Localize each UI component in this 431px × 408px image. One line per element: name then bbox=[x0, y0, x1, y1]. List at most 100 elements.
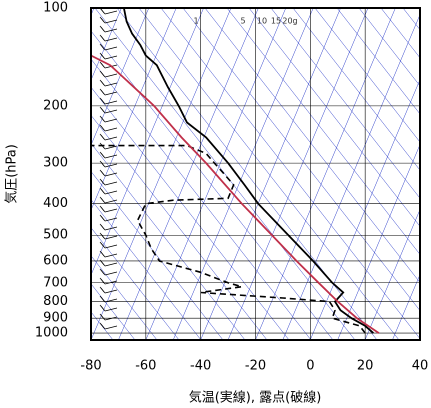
wind-barb bbox=[99, 43, 118, 51]
x-tick-label: 40 bbox=[412, 359, 429, 374]
y-tick-label: 700 bbox=[43, 275, 68, 290]
wind-barb bbox=[99, 268, 118, 276]
wind-barb bbox=[99, 313, 118, 321]
plot-frame bbox=[90, 7, 421, 341]
y-axis-label: 気圧(hPa) bbox=[4, 144, 20, 204]
mixing-ratio-label: 20g bbox=[282, 17, 297, 26]
y-tick-label: 600 bbox=[43, 253, 68, 268]
wind-barb bbox=[99, 25, 118, 33]
isotherm bbox=[91, 8, 204, 276]
wind-barb bbox=[99, 232, 118, 240]
x-tick-label: -60 bbox=[135, 359, 156, 374]
mixing-ratio-label: 15 bbox=[271, 17, 281, 26]
adiabat bbox=[270, 8, 420, 199]
wind-barb bbox=[99, 88, 118, 96]
adiabat bbox=[380, 8, 420, 59]
adiabat bbox=[358, 8, 420, 87]
adiabat bbox=[91, 227, 180, 340]
y-tick-label: 800 bbox=[43, 294, 68, 309]
y-tick-label: 500 bbox=[43, 228, 68, 243]
isotherm bbox=[91, 8, 232, 340]
adiabat bbox=[91, 199, 202, 340]
adiabat bbox=[402, 8, 420, 31]
adiabat bbox=[91, 58, 312, 340]
isotherm bbox=[118, 8, 259, 340]
wind-barb bbox=[99, 259, 118, 267]
isotherm bbox=[91, 8, 122, 81]
wind-barb bbox=[99, 277, 118, 285]
wind-barb bbox=[99, 304, 118, 312]
mixing-ratio-label: 5 bbox=[240, 17, 245, 26]
wind-barb bbox=[99, 16, 118, 24]
wind-barb bbox=[99, 52, 118, 60]
adiabat bbox=[91, 86, 290, 340]
wind-barb bbox=[99, 178, 118, 186]
wind-barb bbox=[99, 97, 118, 105]
y-tick-label: 900 bbox=[43, 311, 68, 326]
wind-barb bbox=[99, 34, 118, 42]
isotherm bbox=[337, 143, 420, 340]
y-tick-label: 400 bbox=[43, 196, 68, 211]
y-tick-label: 200 bbox=[43, 98, 68, 113]
profile-line bbox=[91, 144, 366, 334]
adiabat bbox=[292, 8, 420, 171]
wind-barb bbox=[99, 322, 118, 330]
adiabat bbox=[314, 8, 420, 143]
isotherm bbox=[227, 8, 369, 340]
adiabat bbox=[91, 171, 224, 340]
isotherm bbox=[91, 8, 150, 146]
wind-barb bbox=[99, 214, 118, 222]
wind-barb bbox=[99, 241, 118, 249]
adiabat bbox=[94, 8, 356, 340]
adiabat bbox=[336, 8, 420, 115]
profile-line bbox=[91, 54, 380, 334]
isotherm bbox=[309, 78, 420, 340]
isotherm bbox=[255, 8, 396, 340]
profiles bbox=[91, 8, 380, 334]
adiabat bbox=[91, 142, 246, 340]
wind-barb bbox=[99, 79, 118, 87]
adiabat bbox=[138, 8, 400, 340]
wind-barb bbox=[99, 205, 118, 213]
x-tick-label: -20 bbox=[245, 359, 266, 374]
wind-barb bbox=[99, 160, 118, 168]
wind-barb bbox=[99, 124, 118, 132]
x-tick-label: -40 bbox=[190, 359, 211, 374]
wind-barbs bbox=[99, 7, 118, 330]
isotherm bbox=[200, 8, 341, 340]
wind-barb bbox=[99, 151, 118, 159]
wind-barb bbox=[99, 133, 118, 141]
isotherm bbox=[172, 8, 314, 340]
adiabat bbox=[425, 8, 431, 340]
adiabat bbox=[204, 8, 420, 283]
x-tick-label: -80 bbox=[80, 359, 101, 374]
wind-barb bbox=[99, 169, 118, 177]
isotherm bbox=[282, 13, 420, 340]
wind-barb bbox=[99, 70, 118, 78]
y-tick-label: 300 bbox=[43, 156, 68, 171]
wind-barb bbox=[99, 106, 118, 114]
mixing-ratio-label: 1 bbox=[193, 17, 198, 26]
isotherm bbox=[419, 338, 420, 340]
wind-barb bbox=[99, 250, 118, 258]
x-tick-label: 20 bbox=[357, 359, 374, 374]
adiabat bbox=[160, 8, 420, 340]
x-tick-label: 0 bbox=[306, 359, 314, 374]
wind-barb bbox=[99, 115, 118, 123]
adiabat bbox=[91, 255, 158, 340]
adiabat bbox=[91, 114, 268, 340]
wind-barb bbox=[99, 295, 118, 303]
y-tick-label: 100 bbox=[43, 1, 68, 16]
isotherm bbox=[364, 208, 420, 340]
adiabat bbox=[248, 8, 420, 227]
x-axis-label: 気温(実線), 露点(破線) bbox=[189, 390, 322, 406]
wind-barb bbox=[99, 196, 118, 204]
wind-barb bbox=[99, 223, 118, 231]
adiabat bbox=[226, 8, 420, 255]
y-tick-label: 1000 bbox=[35, 326, 68, 341]
adiabat bbox=[91, 30, 334, 340]
profile-line bbox=[123, 8, 374, 334]
isotherm bbox=[392, 273, 420, 340]
wind-barb bbox=[99, 187, 118, 195]
